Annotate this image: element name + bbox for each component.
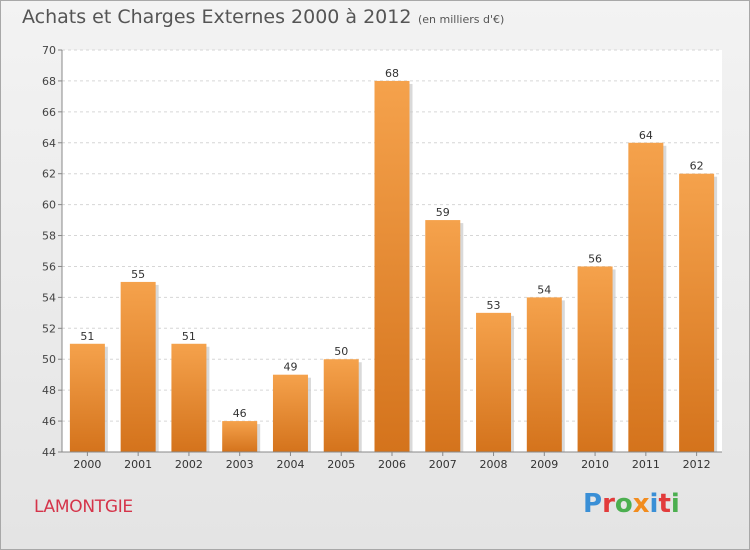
bar <box>628 142 664 452</box>
x-tick-label: 2000 <box>73 458 101 471</box>
logo-letter: o <box>614 489 633 519</box>
y-tick-label: 52 <box>42 322 56 335</box>
bar-value-label: 59 <box>436 206 450 219</box>
x-tick-label: 2010 <box>581 458 609 471</box>
commune-name: LAMONTGIE <box>34 497 133 517</box>
logo-letter: i <box>670 489 680 519</box>
y-tick-label: 66 <box>42 106 56 119</box>
x-tick-label: 2003 <box>226 458 254 471</box>
bar <box>526 297 562 452</box>
y-tick-label: 44 <box>42 446 56 459</box>
bar-value-label: 64 <box>639 129 653 142</box>
y-tick-label: 46 <box>42 415 56 428</box>
y-tick-label: 62 <box>42 168 56 181</box>
x-tick-label: 2002 <box>175 458 203 471</box>
x-tick-label: 2001 <box>124 458 152 471</box>
y-tick-label: 56 <box>42 260 56 273</box>
logo-letter: i <box>649 489 659 519</box>
y-tick-label: 54 <box>42 291 56 304</box>
bar <box>272 374 308 452</box>
x-tick-label: 2007 <box>429 458 457 471</box>
bar-value-label: 53 <box>487 299 501 312</box>
bar-value-label: 51 <box>182 330 196 343</box>
bar-value-label: 51 <box>80 330 94 343</box>
x-tick-label: 2011 <box>632 458 660 471</box>
logo-letter: r <box>602 489 615 519</box>
bar <box>476 312 512 452</box>
bar <box>120 281 156 452</box>
y-tick-label: 60 <box>42 199 56 212</box>
bar <box>679 173 715 452</box>
bar-value-label: 54 <box>537 283 551 296</box>
proxiti-logo[interactable]: Proxiti <box>583 489 680 519</box>
logo-letter: x <box>632 489 650 519</box>
bar-value-label: 46 <box>233 407 247 420</box>
bar <box>171 343 207 452</box>
x-tick-label: 2004 <box>276 458 304 471</box>
bar <box>323 359 359 452</box>
y-tick-label: 58 <box>42 230 56 243</box>
bar-value-label: 55 <box>131 268 145 281</box>
bar <box>69 343 105 452</box>
bar-value-label: 50 <box>334 345 348 358</box>
logo-letter: t <box>658 489 671 519</box>
x-tick-label: 2009 <box>530 458 558 471</box>
bar <box>222 421 258 452</box>
chart-unit: (en milliers d'€) <box>418 13 505 26</box>
bar-value-label: 49 <box>283 361 297 374</box>
x-tick-label: 2012 <box>683 458 711 471</box>
y-tick-label: 70 <box>42 44 56 57</box>
bar <box>374 80 410 452</box>
bar-value-label: 68 <box>385 67 399 80</box>
y-tick-label: 48 <box>42 384 56 397</box>
logo-letter: P <box>583 489 603 519</box>
bar-value-label: 62 <box>690 160 704 173</box>
x-tick-label: 2006 <box>378 458 406 471</box>
y-tick-label: 64 <box>42 137 56 150</box>
y-tick-label: 50 <box>42 353 56 366</box>
bar <box>425 220 461 452</box>
bar <box>577 266 613 452</box>
bar-value-label: 56 <box>588 252 602 265</box>
chart-title: Achats et Charges Externes 2000 à 2012 <box>22 6 412 28</box>
y-tick-label: 68 <box>42 75 56 88</box>
x-tick-label: 2005 <box>327 458 355 471</box>
x-tick-label: 2008 <box>480 458 508 471</box>
